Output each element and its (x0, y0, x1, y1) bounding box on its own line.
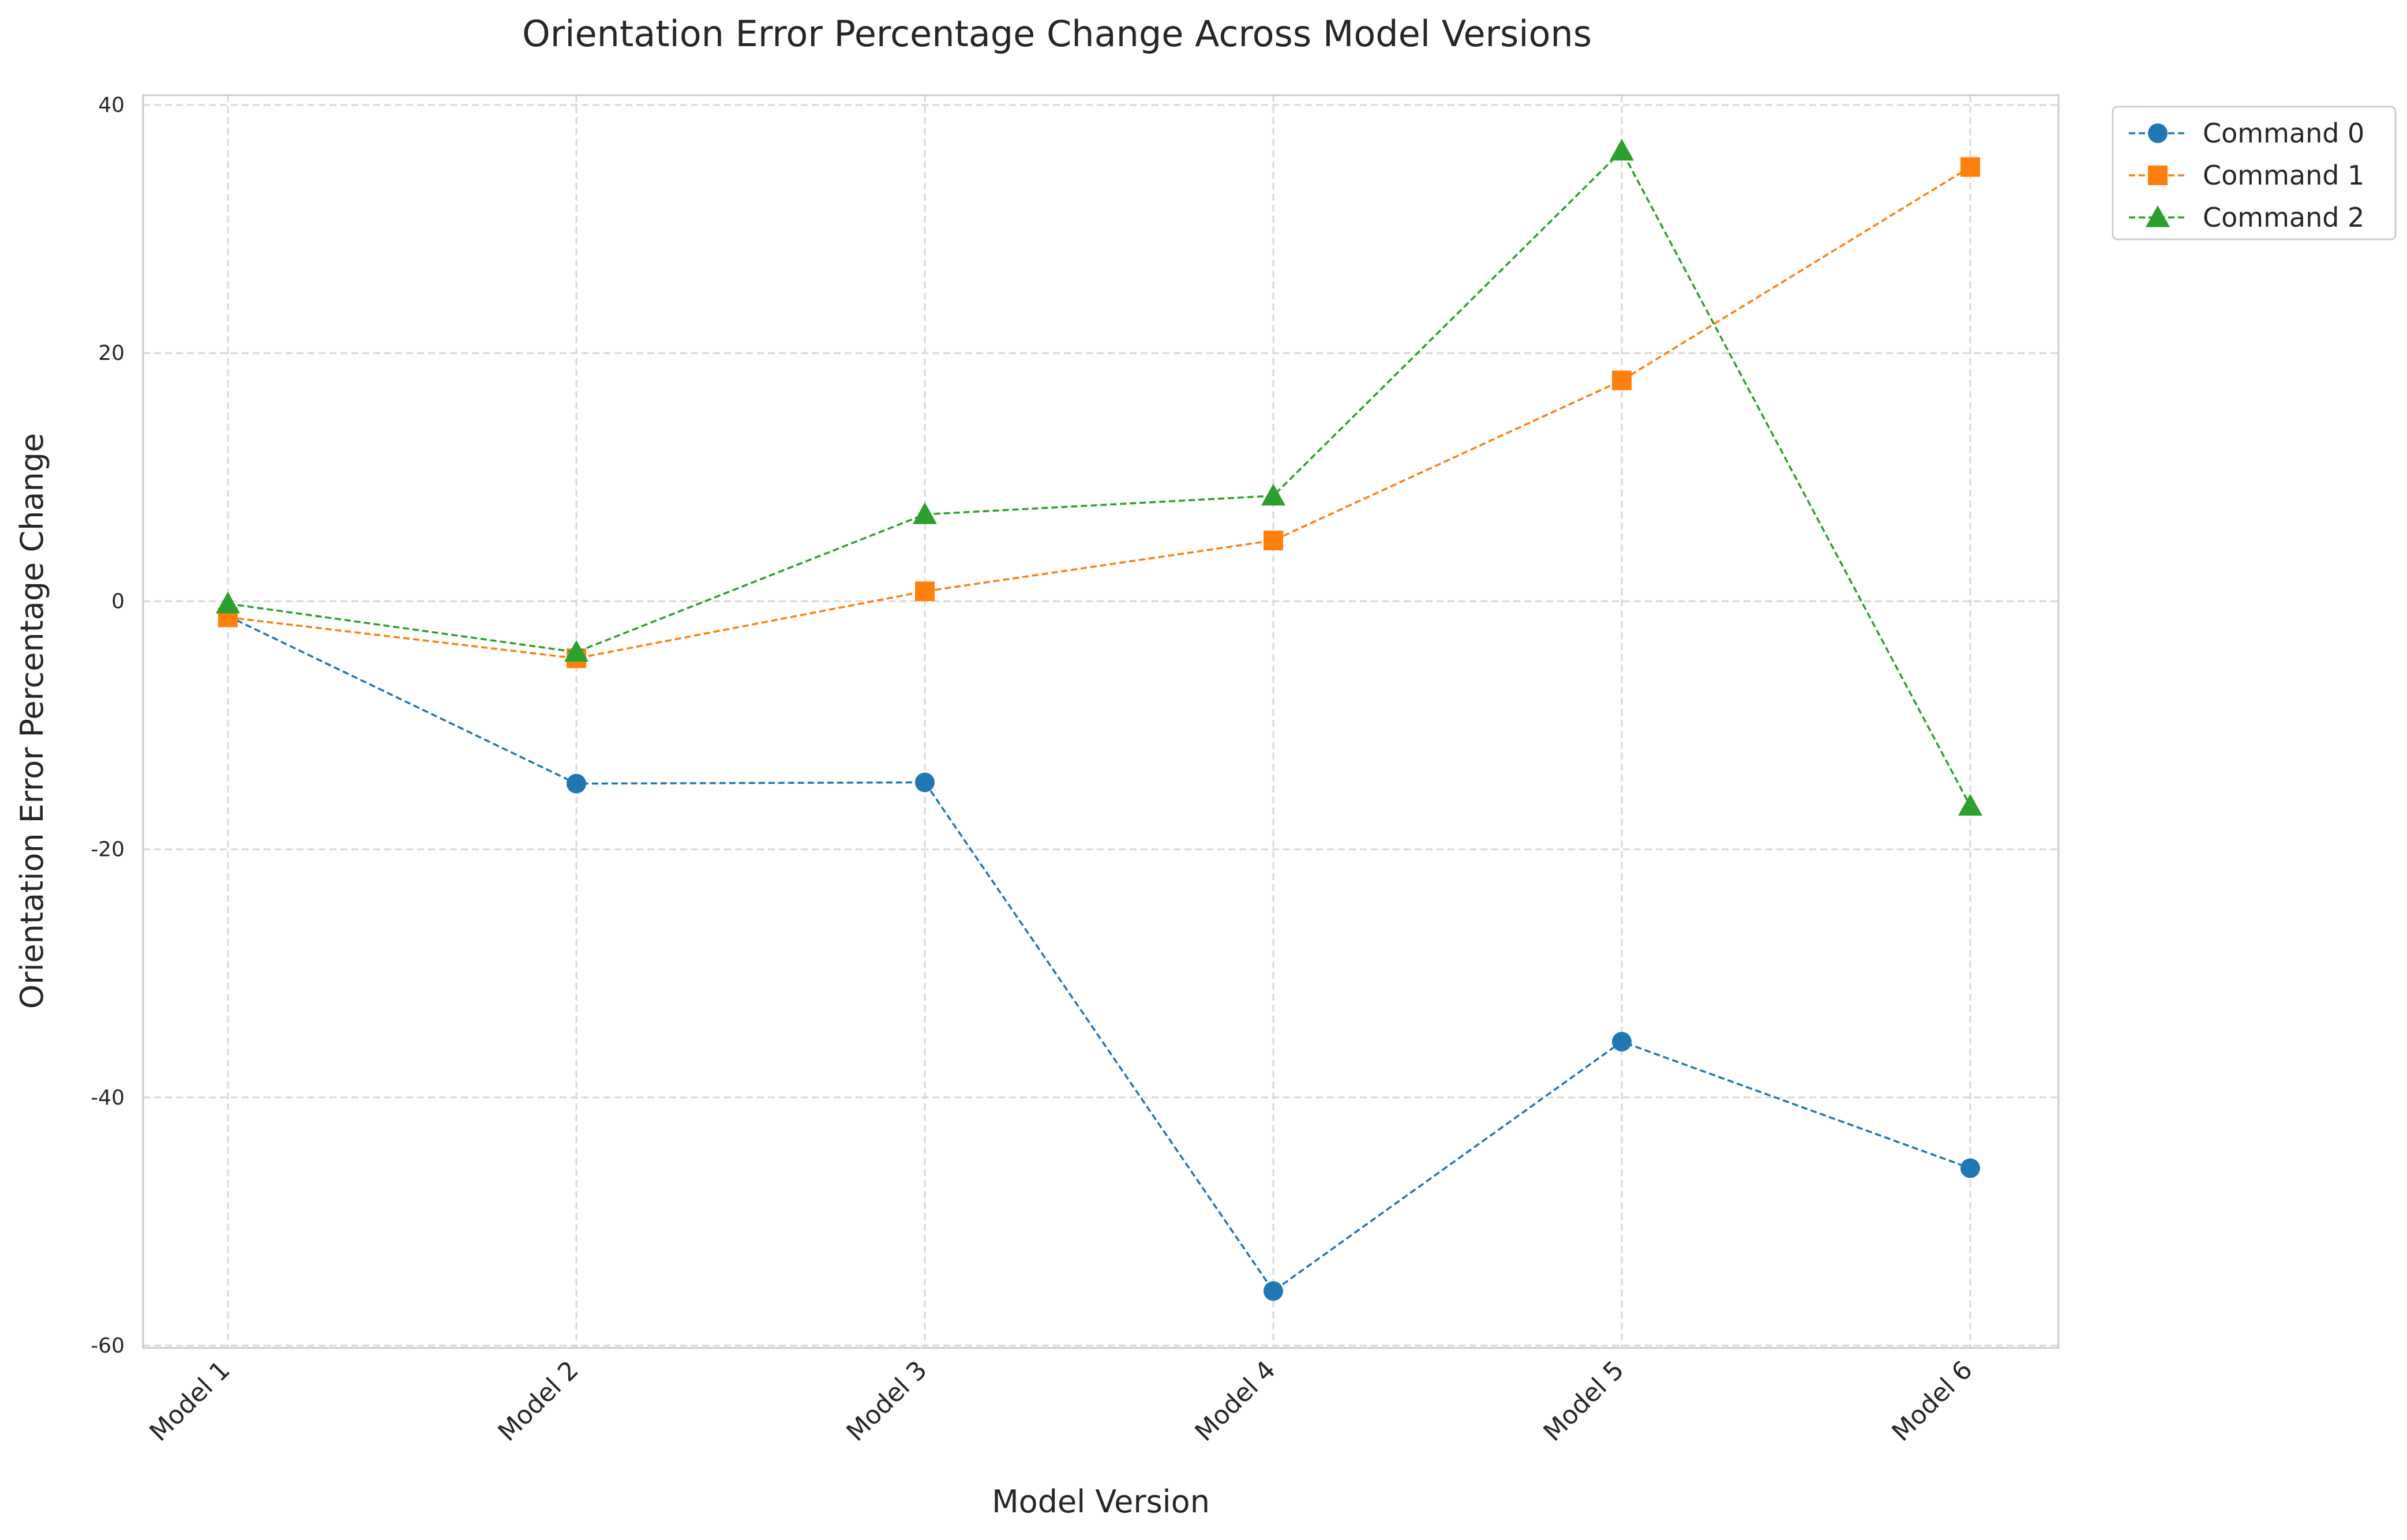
y-tick-label: -60 (91, 1334, 125, 1358)
y-tick-label: 20 (98, 341, 125, 365)
plot-frame (142, 94, 2060, 1349)
series-command-0 (218, 606, 1980, 1301)
series-command-1 (218, 157, 1980, 668)
y-tick-label: -20 (91, 838, 125, 862)
legend-marker (2146, 205, 2170, 227)
data-point (915, 772, 935, 792)
legend: Command 0 Command 1 Command 2 (2112, 106, 2397, 241)
y-tick-labels: -60 -40 -20 0 20 40 (91, 93, 125, 1358)
data-point (1264, 1281, 1283, 1301)
legend-box (2112, 106, 2397, 241)
data-point (1264, 531, 1283, 551)
x-tick-label: Model 3 (841, 1355, 933, 1447)
x-tick-label: Model 1 (144, 1355, 236, 1447)
x-tick-label: Model 6 (1887, 1355, 1978, 1447)
data-point (1612, 1032, 1632, 1052)
series-command-2 (216, 138, 1982, 816)
data-point (913, 502, 937, 524)
series-line (227, 166, 1971, 660)
data-point (915, 581, 935, 602)
data-point (1960, 157, 1980, 177)
chart-title: Orientation Error Percentage Change Acro… (522, 13, 1592, 55)
data-point (1612, 370, 1632, 390)
data-point (216, 591, 240, 614)
series-line (227, 149, 1971, 807)
data-point (1960, 1158, 1980, 1178)
legend-label: Command 0 (2203, 118, 2364, 149)
legend-item: Command 0 (2129, 118, 2364, 149)
x-tick-label: Model 2 (493, 1355, 584, 1447)
y-tick-label: 40 (98, 93, 125, 117)
series-line (227, 615, 1971, 1293)
data-point (564, 640, 588, 662)
grid-layer (143, 95, 2059, 1348)
x-tick-labels: Model 1 Model 2 Model 3 Model 4 Model 5 Model… (144, 1355, 1978, 1447)
legend-marker (2148, 123, 2168, 143)
legend-item: Command 2 (2129, 202, 2364, 233)
legend-label: Command 2 (2203, 202, 2364, 233)
data-point (1610, 138, 1634, 161)
x-tick-label: Model 5 (1538, 1355, 1630, 1447)
data-point (567, 773, 586, 794)
legend-marker (2148, 166, 2168, 185)
y-tick-label: 0 (111, 589, 125, 613)
legend-item: Command 1 (2129, 160, 2364, 191)
x-axis-title: Model Version (992, 1483, 1210, 1520)
series-layer (216, 138, 1982, 1301)
data-point (1958, 794, 1982, 816)
data-point (1261, 483, 1285, 506)
legend-label: Command 1 (2203, 160, 2364, 191)
x-tick-label: Model 4 (1190, 1355, 1281, 1447)
y-tick-label: -40 (91, 1086, 125, 1110)
y-axis-title: Orientation Error Percentage Change (14, 433, 50, 1009)
